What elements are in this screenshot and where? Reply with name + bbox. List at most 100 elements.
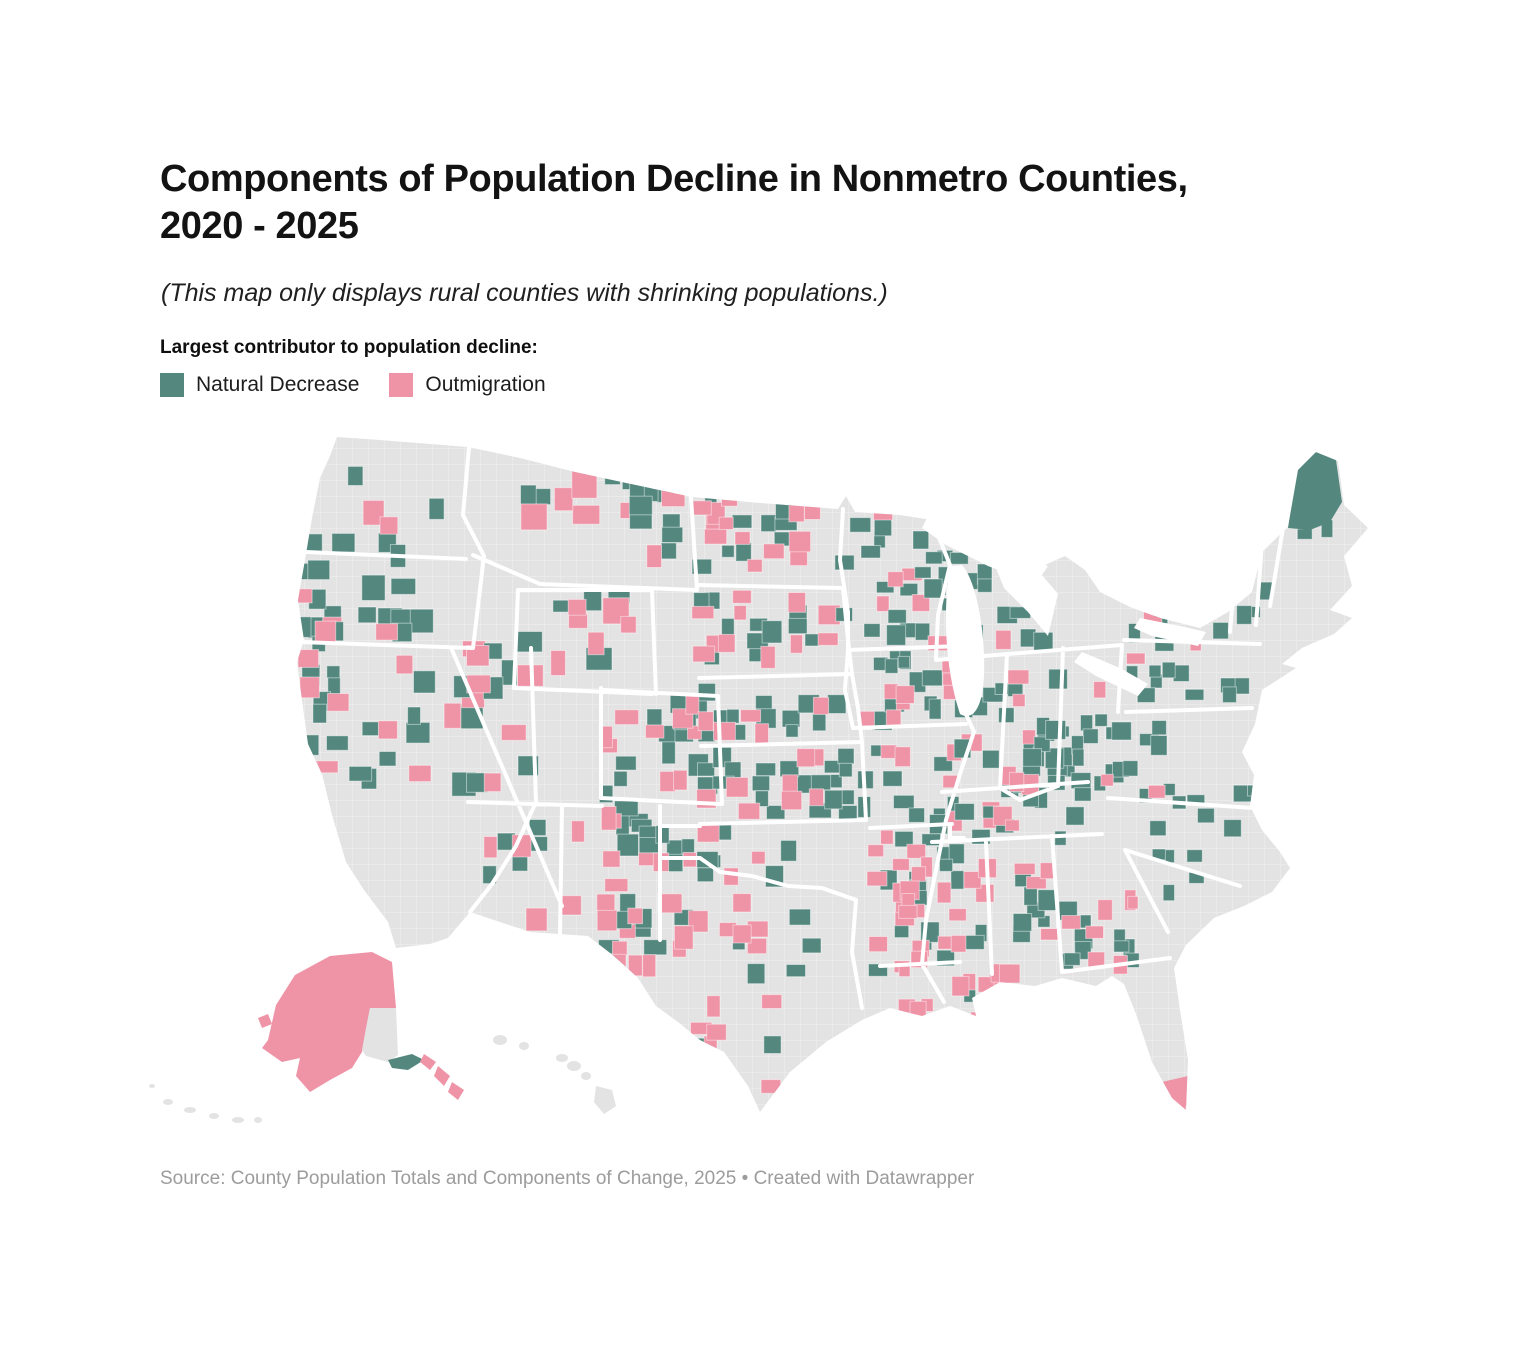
county-natural-decrease[interactable] [690, 1051, 710, 1065]
county-natural-decrease[interactable] [696, 867, 714, 883]
county-outmigration[interactable] [596, 893, 616, 911]
county-natural-decrease[interactable] [697, 682, 716, 702]
county-outmigration[interactable] [789, 634, 804, 654]
county-outmigration[interactable] [645, 724, 665, 739]
county-natural-decrease[interactable] [1111, 721, 1132, 741]
county-outmigration[interactable] [746, 937, 768, 955]
county-natural-decrease[interactable] [616, 833, 640, 857]
county-outmigration[interactable] [732, 924, 752, 944]
county-outmigration[interactable] [1012, 693, 1026, 708]
county-natural-decrease[interactable] [785, 964, 806, 978]
county-natural-decrease[interactable] [1072, 748, 1085, 767]
county-natural-decrease[interactable] [894, 924, 910, 939]
county-natural-decrease[interactable] [1054, 830, 1067, 846]
county-natural-decrease[interactable] [754, 790, 769, 807]
county-natural-decrease[interactable] [326, 735, 349, 751]
county-outmigration[interactable] [466, 645, 490, 667]
county-outmigration[interactable] [571, 820, 585, 843]
county-outmigration[interactable] [721, 487, 738, 507]
alaska-gray-area[interactable] [362, 1008, 398, 1062]
county-natural-decrease[interactable] [697, 762, 716, 777]
county-natural-decrease[interactable] [661, 739, 676, 765]
county-outmigration[interactable] [951, 975, 970, 997]
county-outmigration[interactable] [812, 696, 830, 715]
county-outmigration[interactable] [1013, 862, 1036, 875]
county-outmigration[interactable] [379, 516, 399, 535]
county-natural-decrease[interactable] [908, 807, 926, 823]
county-natural-decrease[interactable] [681, 838, 695, 855]
county-outmigration[interactable] [763, 543, 785, 560]
county-natural-decrease[interactable] [751, 775, 771, 792]
county-natural-decrease[interactable] [724, 761, 742, 779]
county-natural-decrease[interactable] [893, 794, 915, 809]
alaska-west-island-outmigration[interactable] [258, 1014, 272, 1028]
county-outmigration[interactable] [751, 850, 766, 865]
county-outmigration[interactable] [706, 1023, 727, 1041]
county-outmigration[interactable] [780, 790, 803, 811]
county-natural-decrease[interactable] [998, 707, 1015, 724]
county-outmigration[interactable] [627, 907, 643, 925]
county-outmigration[interactable] [970, 1011, 991, 1023]
county-outmigration[interactable] [963, 871, 982, 889]
county-natural-decrease[interactable] [428, 497, 445, 520]
county-outmigration[interactable] [760, 645, 776, 669]
county-natural-decrease[interactable] [897, 655, 911, 669]
county-outmigration[interactable] [998, 963, 1021, 984]
county-natural-decrease[interactable] [746, 963, 766, 985]
county-natural-decrease[interactable] [787, 617, 808, 635]
county-outmigration[interactable] [937, 935, 953, 950]
county-outmigration[interactable] [691, 605, 715, 620]
county-natural-decrease[interactable] [912, 530, 930, 550]
county-outmigration[interactable] [788, 530, 812, 553]
county-outmigration[interactable] [737, 802, 761, 820]
county-natural-decrease[interactable] [615, 755, 637, 771]
county-natural-decrease[interactable] [604, 467, 621, 486]
county-natural-decrease[interactable] [1063, 952, 1081, 966]
county-outmigration[interactable] [642, 954, 657, 978]
county-natural-decrease[interactable] [628, 495, 653, 516]
county-outmigration[interactable] [1040, 928, 1060, 941]
county-natural-decrease[interactable] [788, 908, 811, 926]
county-outmigration[interactable] [550, 650, 566, 676]
county-outmigration[interactable] [362, 499, 385, 526]
county-natural-decrease[interactable] [413, 670, 436, 694]
county-natural-decrease[interactable] [761, 620, 783, 644]
county-natural-decrease[interactable] [613, 770, 628, 787]
county-outmigration[interactable] [936, 881, 952, 904]
county-outmigration[interactable] [734, 531, 751, 545]
county-outmigration[interactable] [297, 588, 313, 604]
county-natural-decrease[interactable] [661, 526, 684, 544]
county-natural-decrease[interactable] [300, 734, 320, 756]
county-outmigration[interactable] [760, 1079, 782, 1094]
county-natural-decrease[interactable] [731, 514, 753, 529]
county-outmigration[interactable] [687, 910, 709, 933]
county-outmigration[interactable] [596, 909, 618, 932]
county-outmigration[interactable] [1007, 669, 1030, 685]
county-outmigration[interactable] [788, 499, 805, 523]
county-outmigration[interactable] [1147, 784, 1166, 799]
alaska-outmigration-area[interactable] [262, 952, 396, 1092]
county-natural-decrease[interactable] [804, 633, 820, 647]
county-outmigration[interactable] [520, 503, 548, 531]
county-outmigration[interactable] [587, 631, 605, 656]
county-natural-decrease[interactable] [1234, 568, 1253, 581]
county-natural-decrease[interactable] [296, 616, 312, 638]
county-natural-decrease[interactable] [1033, 631, 1054, 652]
county-natural-decrease[interactable] [946, 1010, 961, 1030]
county-natural-decrease[interactable] [331, 532, 356, 553]
county-outmigration[interactable] [876, 595, 890, 612]
county-outmigration[interactable] [395, 654, 414, 675]
county-natural-decrease[interactable] [357, 606, 377, 624]
county-outmigration[interactable] [911, 866, 927, 882]
county-natural-decrease[interactable] [886, 624, 907, 646]
county-natural-decrease[interactable] [849, 517, 872, 533]
county-outmigration[interactable] [867, 844, 885, 858]
county-outmigration[interactable] [377, 720, 398, 740]
county-outmigration[interactable] [803, 502, 821, 520]
county-outmigration[interactable] [1127, 895, 1139, 910]
alaska-natural-decrease-sliver[interactable] [388, 1054, 424, 1070]
county-outmigration[interactable] [887, 571, 904, 588]
county-outmigration[interactable] [685, 695, 700, 715]
county-outmigration[interactable] [408, 764, 432, 783]
